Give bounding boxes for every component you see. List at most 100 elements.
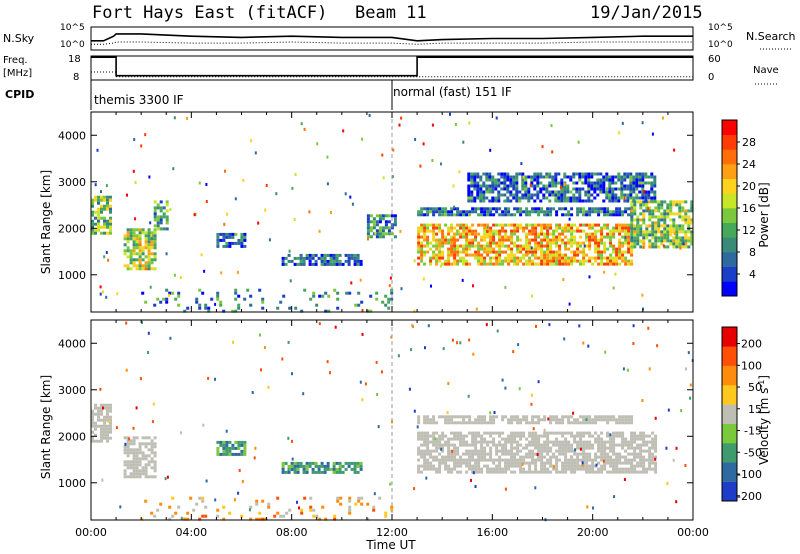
power-panel-ytick-label: 4000 <box>58 129 86 142</box>
power-panel-cell <box>159 215 163 219</box>
power-panel-cell <box>582 207 586 211</box>
power-panel-cell <box>624 256 628 260</box>
velocity-panel-cell <box>645 458 649 462</box>
velocity-panel-cell <box>621 431 625 435</box>
velocity-panel-cell <box>123 448 127 452</box>
velocity-panel-cell <box>636 452 640 456</box>
velocity-panel-cell <box>555 455 559 459</box>
power-panel-cell <box>321 294 325 298</box>
power-panel-cell <box>561 262 565 266</box>
velocity-panel-cell <box>624 418 628 422</box>
power-panel-cell <box>432 238 436 242</box>
power-panel-cell <box>561 232 565 236</box>
power-panel-cell <box>513 253 517 257</box>
power-panel-cell <box>109 231 112 235</box>
velocity-panel-cell <box>480 452 484 456</box>
velocity-panel-cell <box>471 440 475 444</box>
velocity-panel-cell <box>225 440 229 444</box>
velocity-panel-cell <box>144 469 148 473</box>
power-panel-cell <box>642 203 646 207</box>
power-panel-cell <box>687 239 691 243</box>
velocity-panel-cell <box>561 470 565 474</box>
velocity-panel-cell <box>474 446 478 450</box>
power-panel-ytick-label: 3000 <box>58 176 86 189</box>
power-panel-cell <box>642 242 646 246</box>
power-panel-cell <box>510 247 514 251</box>
power-panel-cell <box>593 196 597 200</box>
velocity-panel-cell <box>474 467 478 471</box>
power-panel-cell <box>447 238 451 242</box>
velocity-panel-cell <box>525 437 529 441</box>
velocity-panel-point <box>675 500 678 504</box>
velocity-panel-cell <box>135 457 139 461</box>
velocity-panel-point <box>689 396 692 400</box>
power-panel-cell <box>663 230 667 234</box>
power-panel-cell <box>540 207 544 211</box>
power-panel-cell <box>635 196 639 200</box>
velocity-panel-point <box>446 411 449 415</box>
power-panel-cell <box>106 231 109 235</box>
power-panel-cell <box>375 220 379 224</box>
velocity-panel-cell <box>231 443 235 447</box>
power-panel-cell <box>669 212 673 216</box>
power-panel-cell <box>444 262 448 266</box>
power-panel-cell <box>91 231 94 235</box>
power-panel-cell <box>690 239 694 243</box>
velocity-panel-cell <box>525 452 529 456</box>
power-panel-cell <box>494 181 498 185</box>
power-panel-cell <box>596 172 600 176</box>
power-panel-cell <box>621 210 625 214</box>
power-panel-cell <box>521 196 525 200</box>
time-xtick-label: 00:00 <box>75 526 107 539</box>
velocity-panel-cell <box>537 440 541 444</box>
power-panel-cell <box>450 213 454 217</box>
power-panel-cell <box>618 232 622 236</box>
velocity-panel-cell <box>290 464 294 468</box>
velocity-panel-cell <box>597 461 601 465</box>
power-panel-cell <box>618 238 622 242</box>
velocity-panel-cell <box>106 415 109 419</box>
power-panel-cell <box>575 181 579 185</box>
velocity-panel-cell <box>222 446 226 450</box>
velocity-panel-cell <box>564 467 568 471</box>
power-panel-cell <box>441 256 445 260</box>
power-panel-cell <box>504 229 508 233</box>
velocity-panel-cell <box>516 464 520 468</box>
velocity-panel-cell <box>492 461 496 465</box>
velocity-panel-cell <box>222 449 226 453</box>
power-panel-cell <box>489 210 493 214</box>
power-panel-cell <box>519 223 523 227</box>
velocity-panel-cell <box>585 461 589 465</box>
power-panel-cell <box>669 239 673 243</box>
velocity-panel-cell <box>109 424 112 428</box>
velocity-panel-cell <box>477 440 481 444</box>
velocity-panel-cell <box>636 434 640 438</box>
velocity-panel-cell <box>453 467 457 471</box>
power-panel-cell <box>624 241 628 245</box>
power-panel-cell <box>450 253 454 257</box>
velocity-panel-point <box>581 463 584 467</box>
velocity-panel-cell <box>645 443 649 447</box>
velocity-panel-cell <box>109 430 112 434</box>
power-panel-cell <box>129 249 133 253</box>
power-panel-cell <box>614 199 618 203</box>
power-panel-cell <box>480 207 484 211</box>
power-panel-cell <box>465 210 469 214</box>
power-panel-cell <box>606 226 610 230</box>
power-panel-cell <box>462 256 466 260</box>
velocity-panel-cell <box>222 452 226 456</box>
velocity-panel-cell <box>648 449 652 453</box>
power-panel-cell <box>620 175 624 179</box>
velocity-panel-cell <box>150 457 154 461</box>
power-panel-cell <box>488 178 492 182</box>
velocity-panel-cell <box>103 403 106 407</box>
velocity-panel-cell <box>501 443 505 447</box>
power-panel-cell <box>489 235 493 239</box>
velocity-panel-cell <box>618 415 622 419</box>
velocity-panel-cell <box>333 514 337 518</box>
velocity-panel-cell <box>606 452 610 456</box>
power-panel-cell <box>162 212 166 216</box>
power-panel-cell <box>525 244 529 248</box>
velocity-panel-cell <box>582 418 586 422</box>
power-panel-cell <box>126 240 130 244</box>
